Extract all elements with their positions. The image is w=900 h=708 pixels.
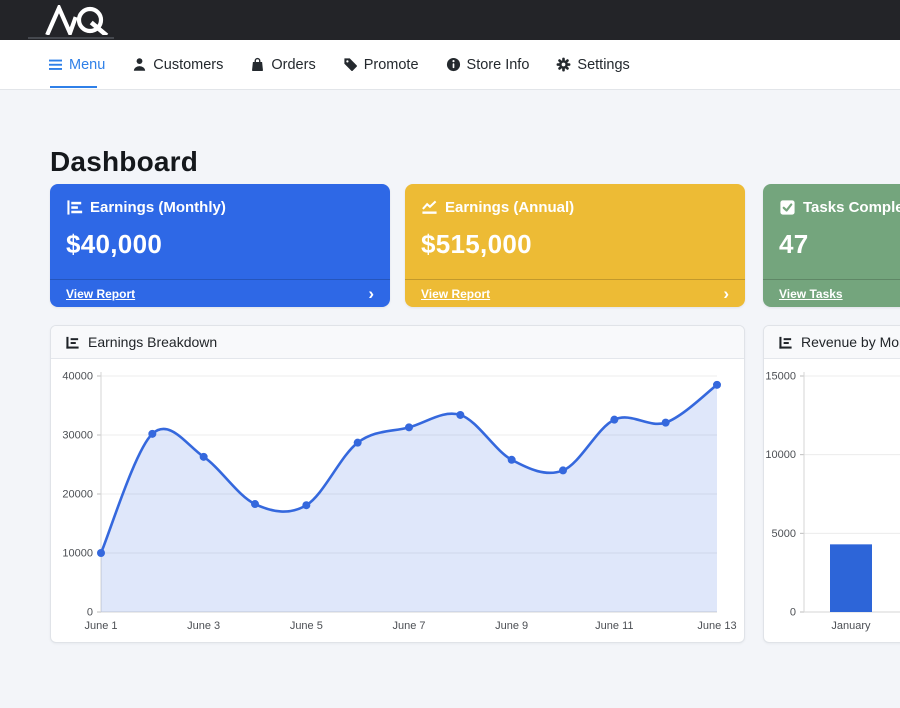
hamburger-icon (49, 59, 62, 70)
earnings-annual-card: Earnings (Annual) $515,000 View Report › (405, 184, 745, 307)
nav-label: Store Info (466, 56, 530, 73)
earnings-monthly-card: Earnings (Monthly) $40,000 View Report › (50, 184, 390, 307)
chevron-right-icon[interactable]: › (723, 284, 729, 303)
chart-icon (779, 336, 792, 349)
panel-title: Revenue by Month (801, 334, 900, 350)
svg-text:30000: 30000 (62, 430, 93, 442)
topbar (0, 0, 900, 40)
nav-item-orders[interactable]: Orders (250, 56, 316, 73)
svg-text:10000: 10000 (62, 548, 93, 560)
logo-underline (28, 37, 114, 39)
view-report-link[interactable]: View Report (66, 286, 136, 301)
brand-logo[interactable] (45, 2, 111, 39)
nav-label: Orders (271, 56, 316, 73)
earnings-line-chart: 0 10000 20000 30000 40000 June 1 June 3 June 5 J… (62, 371, 736, 633)
stat-card-value: $40,000 (66, 229, 163, 259)
svg-text:January: January (831, 620, 871, 632)
svg-text:15000: 15000 (765, 371, 796, 383)
stat-card-value: 47 (779, 229, 809, 259)
revenue-bar-chart: 0 5000 10000 15000 January (765, 371, 900, 632)
svg-text:0: 0 (790, 607, 796, 619)
nav-item-settings[interactable]: Settings (556, 56, 630, 73)
shopping-bag-icon (252, 57, 264, 71)
svg-text:June 5: June 5 (290, 620, 323, 632)
panel-title: Earnings Breakdown (88, 334, 218, 350)
nav-label: Promote (363, 56, 419, 73)
page-title: Dashboard (50, 146, 199, 177)
bar-chart-icon (67, 200, 83, 215)
chart-icon (66, 336, 79, 349)
active-tab-underline (50, 86, 97, 88)
nav-item-promote[interactable]: Promote (343, 57, 419, 73)
nav-item-menu[interactable]: Menu (48, 57, 105, 73)
view-report-link[interactable]: View Report (421, 286, 491, 301)
earnings-breakdown-panel: Earnings Breakdown 0 10000 20000 30000 40000… (50, 325, 745, 643)
stat-card-title: Earnings (Monthly) (90, 199, 226, 216)
stat-card-title: Tasks Completed (803, 199, 900, 216)
stat-card-value: $515,000 (421, 229, 532, 259)
stat-card-title: Earnings (Annual) (445, 199, 575, 216)
gear-icon (556, 57, 571, 72)
main-nav: Menu Customers Orders Promote Store Info (0, 40, 900, 90)
person-icon (134, 58, 146, 71)
svg-text:June 3: June 3 (187, 620, 220, 632)
svg-text:10000: 10000 (765, 449, 796, 461)
aq-logo-icon (45, 2, 109, 39)
svg-text:20000: 20000 (62, 489, 93, 501)
chevron-right-icon[interactable]: › (368, 284, 374, 303)
svg-text:40000: 40000 (62, 371, 93, 383)
svg-text:June 13: June 13 (697, 620, 736, 632)
svg-text:June 9: June 9 (495, 620, 528, 632)
nav-label: Customers (153, 56, 224, 73)
view-tasks-link[interactable]: View Tasks (779, 286, 843, 301)
tasks-completed-card: Tasks Completed 47 View Tasks › (763, 184, 900, 307)
nav-label: Menu (69, 56, 106, 73)
nav-item-customers[interactable]: Customers (132, 57, 223, 73)
line-chart-icon (422, 200, 437, 214)
nav-item-store-info[interactable]: Store Info (446, 56, 530, 73)
tag-icon (344, 58, 357, 71)
info-circle-icon (446, 57, 460, 72)
svg-text:June 11: June 11 (595, 620, 633, 632)
svg-text:June 1: June 1 (84, 620, 117, 632)
svg-text:June 7: June 7 (392, 620, 425, 632)
check-square-icon (780, 200, 795, 215)
svg-text:5000: 5000 (772, 528, 796, 540)
revenue-by-month-panel: Revenue by Month 0 5000 10000 15000 January (763, 325, 900, 643)
svg-text:0: 0 (87, 607, 93, 619)
nav-label: Settings (577, 56, 630, 73)
